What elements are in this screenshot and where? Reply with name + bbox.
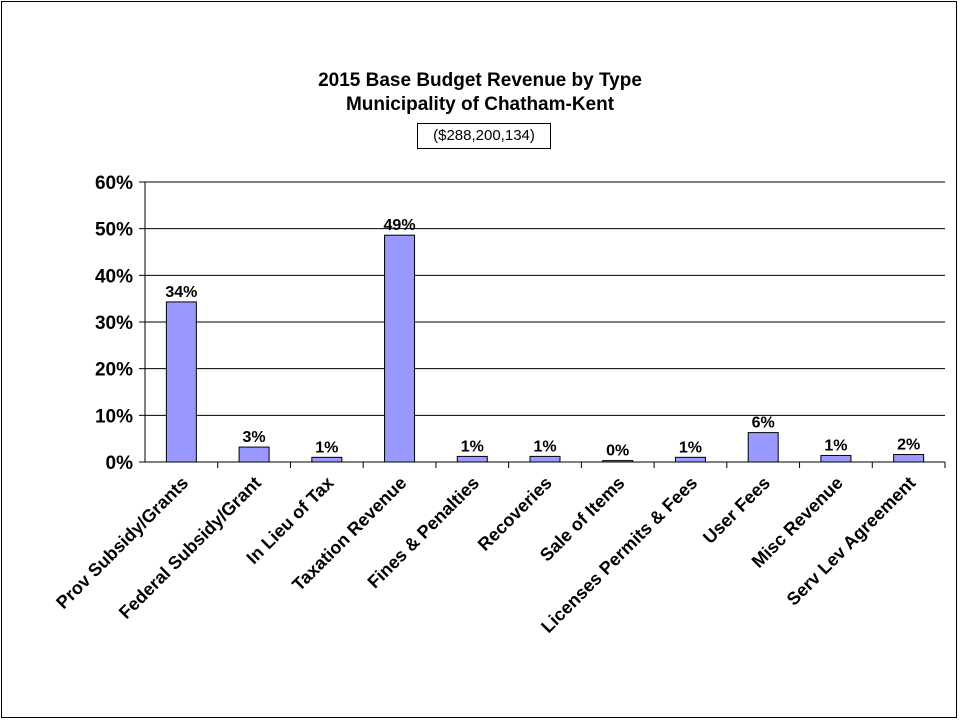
chart-subtitle: Municipality of Chatham-Kent <box>345 94 615 115</box>
y-tick-label: 30% <box>95 313 133 334</box>
data-label: 3% <box>243 429 266 446</box>
bar <box>311 456 343 463</box>
data-label: 1% <box>461 438 484 455</box>
data-label: 6% <box>752 415 775 432</box>
x-tick-label: Federal Subsidy/Grant <box>115 473 265 623</box>
chart-title: 2015 Base Budget Revenue by Type <box>318 70 642 91</box>
x-tick-label: Serv Lev Agreement <box>783 473 920 610</box>
data-label: 1% <box>533 438 556 455</box>
total-revenue-label: ($288,200,134) <box>417 123 551 149</box>
bar <box>893 454 925 463</box>
data-label: 1% <box>315 439 338 456</box>
bar <box>238 446 270 463</box>
bar <box>456 455 488 463</box>
data-label: 0% <box>606 443 629 460</box>
x-tick-label: Licenses Permits & Fees <box>537 473 701 637</box>
bar <box>820 454 852 463</box>
x-tick-label: Prov Subsidy/Grants <box>52 473 192 613</box>
y-tick-label: 20% <box>95 360 133 381</box>
bar <box>747 432 779 463</box>
data-label: 1% <box>824 437 847 454</box>
x-tick-label: User Fees <box>699 473 774 548</box>
y-tick-label: 60% <box>95 173 133 194</box>
y-tick-label: 40% <box>95 266 133 287</box>
data-label: 2% <box>897 437 920 454</box>
data-label: 1% <box>679 439 702 456</box>
bar <box>165 301 197 463</box>
data-label: 34% <box>165 284 197 301</box>
bar <box>674 456 706 463</box>
bar <box>529 455 561 463</box>
bar <box>602 460 634 463</box>
y-tick-label: 0% <box>106 453 134 474</box>
data-label: 49% <box>384 217 416 234</box>
y-tick-label: 50% <box>95 220 133 241</box>
bar <box>384 234 416 463</box>
y-tick-label: 10% <box>95 406 133 427</box>
